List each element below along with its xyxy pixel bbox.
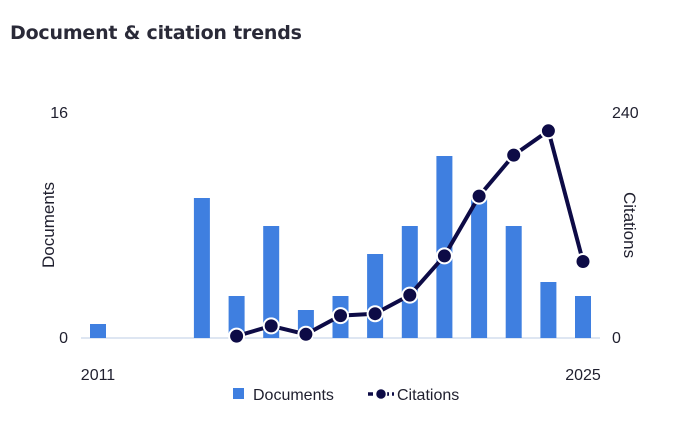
legend-citations-marker (374, 387, 388, 401)
documents-bar-2025 (575, 296, 591, 338)
citations-point-2019 (366, 305, 384, 323)
right-axis-max-label: 240 (612, 105, 639, 122)
left-axis-title: Documents (39, 182, 58, 268)
documents-bar-2015 (228, 296, 245, 338)
citations-point-2015 (228, 327, 246, 345)
x-axis-first-label: 2011 (81, 367, 116, 384)
documents-bar-2022 (471, 198, 488, 338)
right-axis-min-label: 0 (612, 330, 621, 347)
legend-documents-label: Documents (253, 387, 334, 404)
chart-title: Document & citation trends (10, 22, 302, 44)
citations-point-2020 (401, 286, 419, 304)
x-axis-last-label: 2025 (565, 367, 601, 384)
citations-point-2016 (262, 317, 280, 335)
documents-bar-2023 (505, 226, 522, 338)
citations-line (228, 122, 592, 345)
documents-bar-2011 (90, 324, 106, 338)
documents-bar-2024 (540, 282, 557, 338)
citations-point-2017 (297, 325, 315, 343)
citations-point-2025 (574, 253, 592, 270)
documents-bar-2021 (436, 156, 453, 338)
documents-bar-2019 (367, 254, 384, 338)
documents-bar-2016 (263, 226, 280, 338)
left-axis-min-label: 0 (59, 330, 68, 347)
documents-bar-2020 (401, 226, 418, 338)
left-axis-max-label: 16 (50, 105, 68, 122)
right-axis-title: Citations (620, 192, 639, 258)
citations-point-2024 (539, 122, 557, 140)
legend-citations-label: Citations (397, 387, 459, 404)
citations-point-2022 (470, 187, 488, 205)
legend: Documents Citations (233, 387, 459, 404)
documents-bar-2014 (193, 198, 210, 338)
citations-point-2023 (505, 146, 523, 164)
legend-documents-swatch (233, 388, 244, 399)
citations-point-2021 (435, 247, 453, 265)
citations-point-2018 (332, 307, 349, 325)
